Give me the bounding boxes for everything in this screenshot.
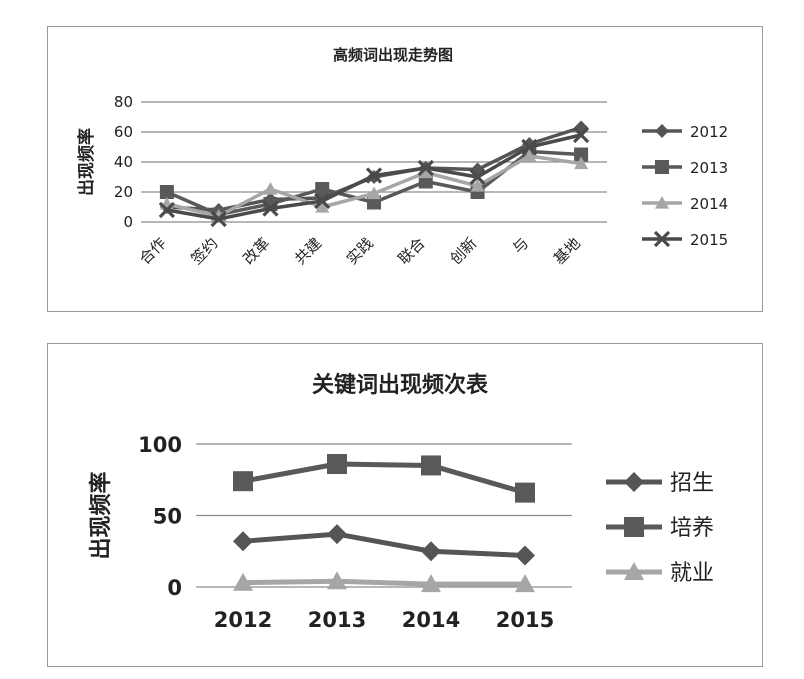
chart-panel-keywords: 关键词出现频次表出现频率 0 50 100 2012 2013 2014 2015 招生培养就业 xyxy=(47,343,763,667)
data-point xyxy=(365,167,383,184)
legend-label: 2013 xyxy=(690,159,728,177)
x-tick-label: 创新 xyxy=(446,234,480,268)
data-point xyxy=(515,574,535,593)
data-point xyxy=(521,138,538,156)
x-tick-label: 2015 xyxy=(496,608,554,632)
legend-marker xyxy=(655,124,669,138)
data-point xyxy=(469,168,486,186)
x-tick-label: 2012 xyxy=(214,608,272,632)
chart-panel-trend: 高频词出现走势图出现频率 0 20 40 60 80 合作 签约 改革 共建 实践 联合 创新 与基地 20… xyxy=(47,26,763,312)
data-point xyxy=(417,159,434,177)
x-tick-label: 2014 xyxy=(402,608,460,632)
y-axis-label: 出现频率 xyxy=(76,128,97,196)
x-tick-label: 与 xyxy=(509,234,532,257)
data-point xyxy=(158,201,176,219)
y-tick-label: 80 xyxy=(114,93,133,111)
x-tick-label: 联合 xyxy=(395,234,429,268)
data-point xyxy=(574,156,589,170)
y-axis-label: 出现频率 xyxy=(88,471,114,559)
legend-marker xyxy=(624,472,644,492)
data-point xyxy=(327,524,347,545)
y-tick-label: 0 xyxy=(123,213,133,231)
data-point xyxy=(421,574,441,593)
data-point xyxy=(315,182,330,196)
series-line-就业 xyxy=(242,578,525,587)
x-tick-label: 合作 xyxy=(136,234,170,268)
data-point xyxy=(262,200,279,217)
y-tick-label: 60 xyxy=(114,123,133,141)
x-tick-label: 基地 xyxy=(550,234,584,268)
data-point xyxy=(572,126,590,144)
data-point xyxy=(210,210,227,228)
data-point xyxy=(367,186,381,200)
y-tick-label: 100 xyxy=(138,433,182,457)
data-point xyxy=(470,179,485,192)
data-point xyxy=(159,185,174,199)
data-point xyxy=(515,545,535,566)
legend-marker xyxy=(624,562,644,580)
data-point xyxy=(522,149,537,162)
chart-title: 关键词出现频次表 xyxy=(312,372,489,398)
data-point xyxy=(233,531,253,552)
data-point xyxy=(574,147,589,162)
chart-title: 高频词出现走势图 xyxy=(333,46,453,64)
data-point xyxy=(233,471,253,492)
legend-label: 招生 xyxy=(670,471,714,496)
data-point xyxy=(515,482,535,503)
legend-marker xyxy=(624,517,644,537)
data-point xyxy=(327,571,347,590)
y-tick-label: 40 xyxy=(114,153,133,171)
legend-marker xyxy=(655,160,669,174)
data-point xyxy=(327,454,347,475)
series-line-招生 xyxy=(242,531,526,559)
legend-marker xyxy=(653,230,671,248)
x-tick-label: 签约 xyxy=(188,234,222,268)
legend-marker xyxy=(655,196,669,209)
data-point xyxy=(421,541,441,562)
x-tick-label: 2013 xyxy=(308,608,366,632)
y-tick-label: 20 xyxy=(114,183,133,201)
legend-label: 2014 xyxy=(690,195,728,213)
legend-label: 培养 xyxy=(670,516,714,541)
data-point xyxy=(418,165,433,179)
y-tick-label: 0 xyxy=(167,576,182,600)
data-point xyxy=(314,192,331,210)
data-point xyxy=(315,200,330,213)
legend-label: 就业 xyxy=(670,561,714,586)
series-line-培养 xyxy=(242,461,526,496)
y-tick-label: 50 xyxy=(153,505,182,529)
legend-label: 2012 xyxy=(690,123,728,141)
x-tick-label: 共建 xyxy=(291,234,325,268)
x-tick-label: 改革 xyxy=(239,234,273,268)
data-point xyxy=(263,182,278,195)
trend-chart: 高频词出现走势图出现频率 0 20 40 60 80 合作 签约 改革 共建 实践 联合 创新 与基地 20… xyxy=(76,46,728,268)
legend-label: 2015 xyxy=(690,231,728,249)
data-point xyxy=(421,455,441,476)
x-tick-label: 实践 xyxy=(343,234,377,268)
data-point xyxy=(233,572,253,591)
